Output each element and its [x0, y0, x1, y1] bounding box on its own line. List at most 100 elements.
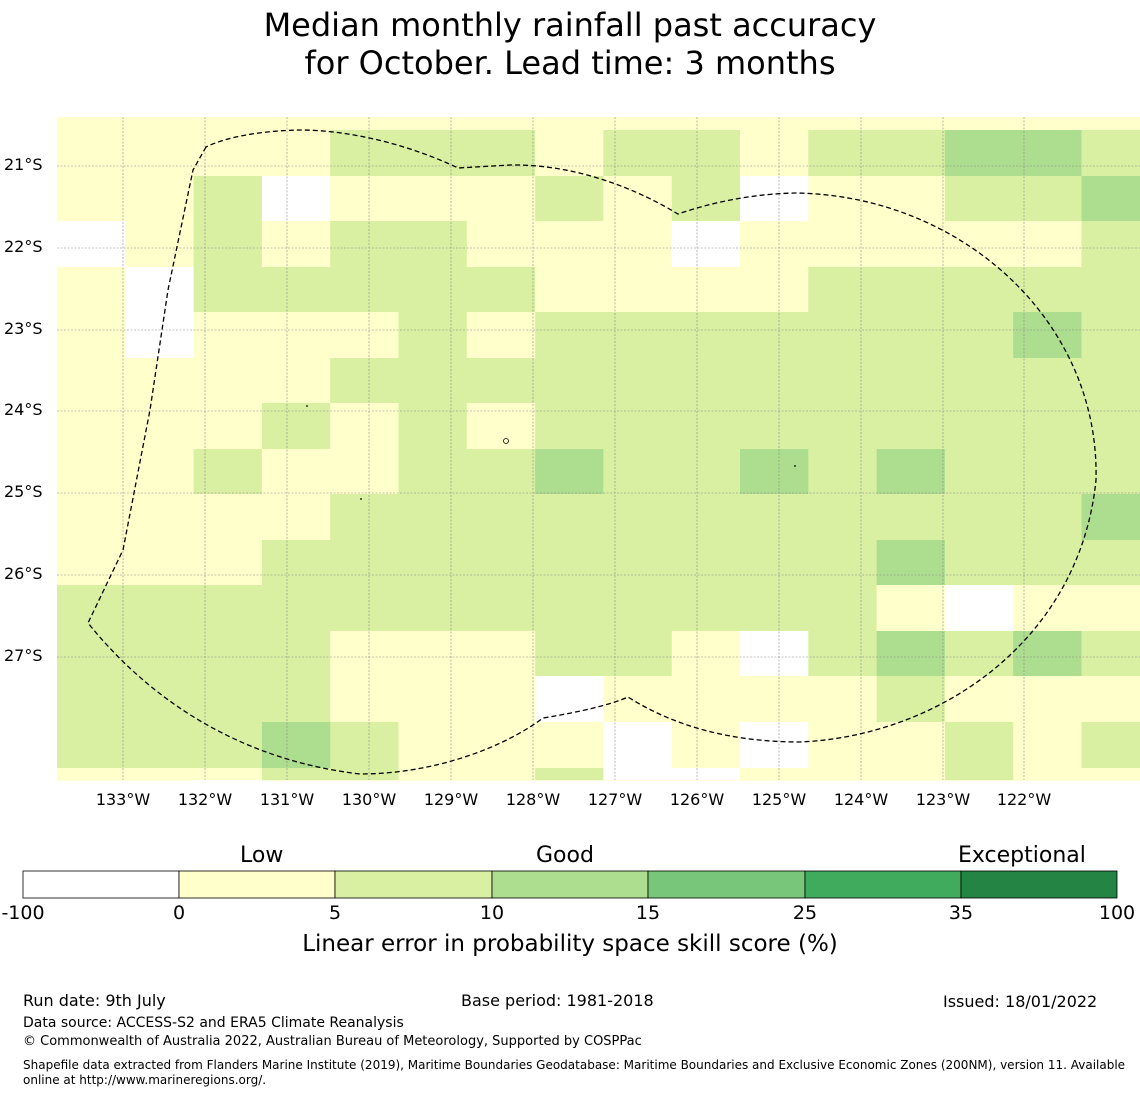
- grid-cell: [740, 221, 809, 268]
- colorbar-box: [804, 870, 962, 899]
- grid-cell: [193, 358, 263, 404]
- grid-cell: [535, 312, 604, 359]
- grid-cell: [876, 358, 946, 404]
- grid-cell: [261, 449, 331, 495]
- longitude-label: 128°W: [505, 790, 561, 809]
- grid-cell: [671, 267, 741, 313]
- grid-cell: [944, 585, 1014, 632]
- grid-cell: [466, 768, 536, 781]
- latitude-label: 27°S: [4, 646, 43, 665]
- grid-cell: [193, 540, 263, 586]
- grid-cell: [193, 768, 263, 781]
- grid-cell: [876, 540, 946, 586]
- grid-cell: [1013, 358, 1083, 404]
- grid-cell: [398, 358, 468, 404]
- grid-cell: [398, 176, 468, 222]
- grid-cell: [808, 494, 878, 541]
- grid-cell: [808, 221, 878, 268]
- grid-cell: [671, 631, 741, 677]
- latitude-label: 25°S: [4, 482, 43, 501]
- grid-cell: [603, 540, 673, 586]
- grid-cell: [808, 403, 878, 450]
- grid-cell: [1081, 130, 1140, 177]
- grid-cell: [466, 722, 536, 769]
- grid-cell: [466, 176, 536, 222]
- longitude-label: 123°W: [915, 790, 971, 809]
- colorbar-box: [22, 870, 180, 899]
- colorbar-category-exceptional: Exceptional: [958, 843, 1086, 868]
- grid-cell: [671, 221, 741, 268]
- grid-cell: [808, 312, 878, 359]
- grid-cell: [261, 780, 331, 781]
- grid-cell: [57, 130, 126, 177]
- grid-cell: [261, 176, 331, 222]
- grid-cell: [57, 176, 126, 222]
- grid-cell: [125, 780, 195, 781]
- longitude-label: 130°W: [341, 790, 397, 809]
- grid-cell: [193, 312, 263, 359]
- grid-cell: [125, 722, 195, 769]
- grid-cell: [671, 130, 741, 177]
- grid-cell: [944, 540, 1014, 586]
- grid-cell: [398, 494, 468, 541]
- grid-cell: [125, 221, 195, 268]
- grid-cell: [1081, 312, 1140, 359]
- colorbar-tick-label: 100: [1098, 902, 1136, 924]
- grid-cell: [466, 117, 536, 131]
- grid-cell: [944, 267, 1014, 313]
- run-date: Run date: 9th July: [23, 991, 166, 1010]
- grid-cell: [466, 221, 536, 268]
- grid-cell: [1081, 449, 1140, 495]
- grid-cell: [193, 631, 263, 677]
- grid-cell: [876, 768, 946, 781]
- grid-cell: [261, 631, 331, 677]
- grid-cell: [57, 358, 126, 404]
- grid-cell: [944, 722, 1014, 769]
- grid-cell: [398, 722, 468, 769]
- grid-cell: [944, 631, 1014, 677]
- grid-cell: [740, 540, 809, 586]
- grid-cell: [193, 585, 263, 632]
- grid-cell: [808, 540, 878, 586]
- grid-cell: [740, 585, 809, 632]
- grid-cell: [193, 130, 263, 177]
- longitude-label: 122°W: [996, 790, 1052, 809]
- latitude-label: 24°S: [4, 400, 43, 419]
- grid-cell: [876, 117, 946, 131]
- grid-cell: [535, 117, 604, 131]
- grid-cell: [466, 358, 536, 404]
- grid-cell: [261, 403, 331, 450]
- issued-date: Issued: 18/01/2022: [943, 992, 1098, 1011]
- grid-cell: [808, 358, 878, 404]
- grid-cell: [1013, 494, 1083, 541]
- grid-cell: [261, 267, 331, 313]
- grid-cell: [740, 722, 809, 769]
- grid-cell: [125, 358, 195, 404]
- grid-cell: [398, 403, 468, 450]
- grid-cell: [193, 494, 263, 541]
- grid-cell: [535, 449, 604, 495]
- grid-cell: [330, 780, 400, 781]
- grid-cell: [671, 117, 741, 131]
- grid-cell: [398, 768, 468, 781]
- longitude-label: 125°W: [751, 790, 807, 809]
- grid-cell: [603, 494, 673, 541]
- grid-cell: [125, 130, 195, 177]
- grid-cell: [808, 768, 878, 781]
- grid-cell: [535, 676, 604, 723]
- grid-cell: [1081, 780, 1140, 781]
- grid-cell: [330, 358, 400, 404]
- grid-cell: [603, 117, 673, 131]
- grid-cell: [261, 130, 331, 177]
- latitude-label: 26°S: [4, 564, 43, 583]
- grid-cell: [466, 585, 536, 632]
- grid-cell: [740, 768, 809, 781]
- grid-cell: [535, 631, 604, 677]
- grid-cell: [398, 449, 468, 495]
- grid-cell: [671, 449, 741, 495]
- grid-cell: [944, 358, 1014, 404]
- colorbar-tick-label: -100: [1, 902, 45, 924]
- grid-cell: [57, 267, 126, 313]
- grid-cell: [261, 540, 331, 586]
- grid-cell: [535, 130, 604, 177]
